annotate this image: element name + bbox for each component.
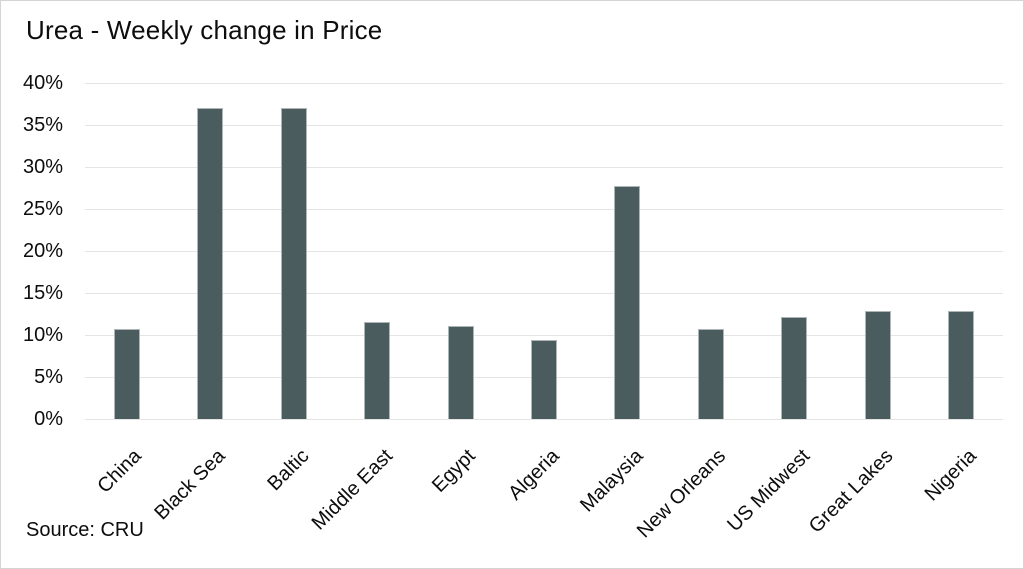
gridline-15 (85, 292, 1003, 294)
y-axis-tick-label: 5% (34, 366, 63, 388)
gridline-35 (85, 124, 1003, 126)
gridline-40 (85, 82, 1003, 84)
y-axis-tick-label: 20% (22, 240, 63, 262)
x-axis-label-us-midwest: US Midwest (722, 445, 814, 537)
y-axis-tick-label: 35% (22, 114, 63, 136)
chart-title: Urea - Weekly change in Price (26, 15, 383, 45)
x-axis-label-algeria: Algeria (503, 445, 564, 505)
x-axis-label-new-orleans: New Orleans (633, 445, 731, 543)
x-axis-label-great-lakes: Great Lakes (804, 445, 898, 538)
plot-area: 0% 5% 10% 15% 20% 25% 30% 35% 40% China Black Sea B… (23, 73, 1003, 542)
bar-egypt (447, 325, 474, 419)
bar-great-lakes (864, 310, 891, 419)
bar-middle-east (364, 321, 391, 419)
bar-us-midwest (781, 317, 808, 419)
y-axis-tick-label: 40% (22, 72, 63, 94)
bar-nigeria (948, 311, 975, 419)
x-axis-label-malaysia: Malaysia (575, 445, 648, 517)
x-axis-label-middle-east: Middle East (307, 445, 397, 535)
x-axis-label-black-sea: Black Sea (150, 445, 230, 525)
bar-baltic (280, 108, 307, 419)
source-note: Source: CRU (26, 519, 144, 541)
y-axis-tick-label: 30% (22, 156, 63, 178)
x-axis-label-nigeria: Nigeria (920, 445, 981, 506)
gridline-25 (85, 208, 1003, 210)
bar-china (113, 329, 140, 419)
x-axis-label-egypt: Egypt (428, 445, 481, 497)
y-axis-tick-label: 10% (22, 324, 63, 346)
gridline-0 (85, 418, 1003, 420)
y-axis-tick-label: 25% (22, 198, 63, 220)
x-axis-label-china: China (93, 445, 147, 498)
y-axis-tick-label: 0% (34, 408, 63, 430)
bar-new-orleans (697, 329, 724, 419)
bar-algeria (531, 340, 557, 419)
gridline-20 (85, 250, 1003, 252)
y-axis-tick-label: 15% (22, 282, 63, 304)
gridline-10 (85, 334, 1003, 336)
x-axis-label-baltic: Baltic (263, 445, 314, 496)
bar-malaysia (614, 186, 641, 419)
bar-black-sea (197, 108, 224, 419)
gridline-30 (85, 166, 1003, 168)
